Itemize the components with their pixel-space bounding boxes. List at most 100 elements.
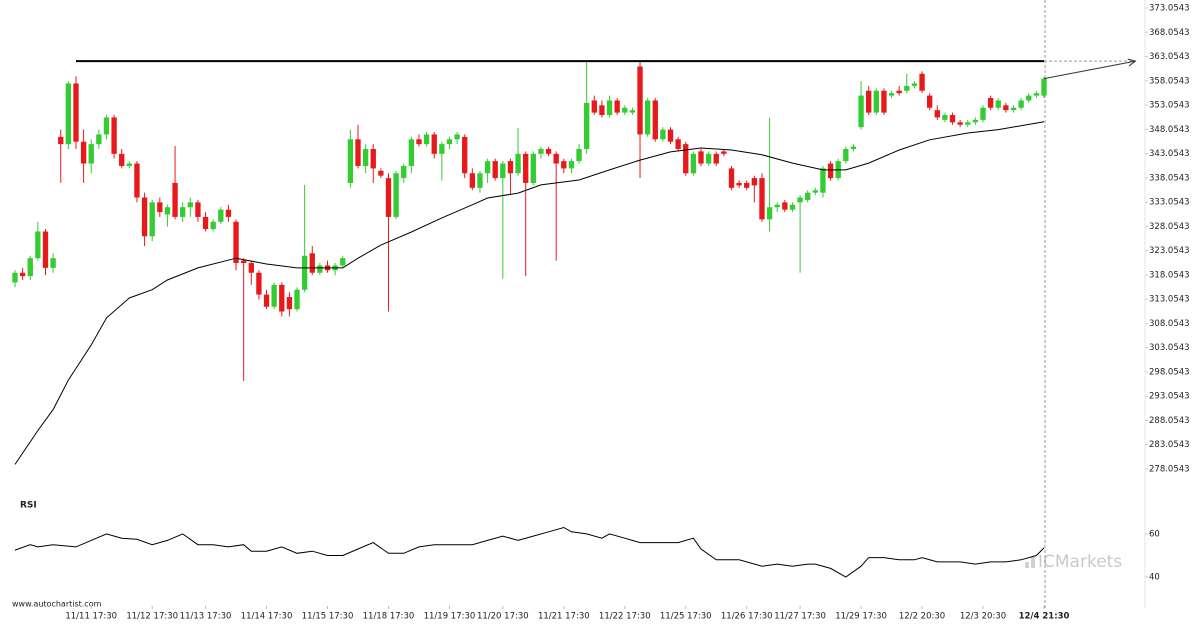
candle-body <box>561 161 567 169</box>
x-tick-label: 11/12 17:30 <box>126 612 178 622</box>
candle-body <box>721 151 727 154</box>
candle-body <box>660 129 666 140</box>
candle-body <box>949 115 956 123</box>
candle-body <box>576 148 582 162</box>
candle-body <box>995 100 1001 108</box>
candle-body <box>728 168 735 188</box>
candle-body <box>568 161 575 169</box>
candle-body <box>301 255 308 290</box>
logo-bar <box>1031 557 1035 568</box>
candle-body <box>385 178 392 217</box>
candle-body <box>599 105 605 116</box>
candle-body <box>446 139 453 145</box>
candle-body <box>507 161 514 174</box>
candle-body <box>42 231 49 268</box>
candle-body <box>340 258 346 266</box>
candle-body <box>530 153 536 183</box>
candle-body <box>416 139 422 145</box>
x-tick-label: 11/29 17:30 <box>835 612 887 622</box>
rsi-label: RSI <box>20 501 37 511</box>
candle-body <box>172 182 178 217</box>
candle-body <box>782 202 788 210</box>
candle-body <box>774 204 780 208</box>
candle-body <box>103 117 110 135</box>
candle-body <box>263 294 270 307</box>
candle-body <box>50 258 56 268</box>
candle-body <box>210 221 216 230</box>
candle-body <box>805 192 811 200</box>
logo-bar <box>1025 562 1029 568</box>
projection-arrowhead <box>1127 58 1137 67</box>
candle-body <box>919 73 925 91</box>
moving-average <box>14 121 1045 465</box>
y-tick-label: 308.0543 <box>1149 319 1190 329</box>
candle-body <box>1003 105 1009 111</box>
y-tick-label: 333.0543 <box>1149 198 1190 208</box>
candle-body <box>942 115 948 120</box>
candle-body <box>80 141 87 164</box>
x-tick-label: 11/14 17:30 <box>241 612 293 622</box>
candle-body <box>667 129 674 142</box>
candle-body <box>279 284 285 312</box>
x-tick-label: 11/25 17:30 <box>660 612 712 622</box>
candle-body <box>553 153 559 164</box>
candle-body <box>606 100 613 116</box>
candle-body <box>347 139 354 183</box>
candle-body <box>286 296 293 310</box>
rsi-line <box>14 526 1045 578</box>
candle-body <box>629 110 636 113</box>
candle-body <box>652 100 658 140</box>
candle-body <box>164 207 171 215</box>
candle-body <box>797 197 803 203</box>
candle-body <box>484 161 491 174</box>
candle-body <box>1018 100 1024 108</box>
candle-body <box>355 139 361 166</box>
candle-body <box>309 253 315 273</box>
candle-body <box>1010 107 1017 111</box>
candle-body <box>408 139 415 166</box>
candle-body <box>111 117 117 154</box>
candle-body <box>987 98 994 108</box>
y-tick-label: 283.0543 <box>1149 440 1190 450</box>
candle-body <box>225 209 232 217</box>
candle-body <box>713 153 719 164</box>
candle-body <box>637 66 643 135</box>
candle-body <box>27 258 33 277</box>
candle-body <box>492 161 498 179</box>
y-tick-label: 318.0543 <box>1149 270 1190 280</box>
candle-body <box>614 100 620 113</box>
candle-body <box>423 134 430 145</box>
candle-body <box>736 182 742 186</box>
candle-body <box>705 153 712 164</box>
y-tick-label: 298.0543 <box>1149 367 1190 377</box>
candle-body <box>583 102 590 149</box>
y-tick-label: 278.0543 <box>1149 465 1190 475</box>
candle-body <box>317 265 323 273</box>
y-tick-label: 303.0543 <box>1149 343 1190 353</box>
y-tick-label: 343.0543 <box>1149 149 1190 159</box>
candle-body <box>820 168 826 193</box>
x-tick-label: 11/27 17:30 <box>774 612 826 622</box>
x-tick-label: 11/13 17:30 <box>180 612 232 622</box>
candle-body <box>1026 95 1032 101</box>
y-tick-label: 363.0543 <box>1149 52 1190 62</box>
candle-body <box>248 263 254 273</box>
candle-body <box>401 165 407 179</box>
candle-body <box>766 207 773 220</box>
candle-body <box>19 272 26 277</box>
candle-body <box>477 173 483 188</box>
candle-body <box>12 272 18 283</box>
candle-body <box>195 202 201 217</box>
candle-body <box>462 136 468 174</box>
x-tick-label: 12/3 20:30 <box>960 612 1006 622</box>
x-tick-label: 12/2 20:30 <box>899 612 945 622</box>
candle-body <box>934 110 940 118</box>
candle-body <box>1041 78 1047 96</box>
candle-body <box>827 163 834 179</box>
y-tick-label: 323.0543 <box>1149 246 1190 256</box>
brand: ICMarkets <box>1038 552 1122 572</box>
candle-body <box>698 151 704 164</box>
candle-body <box>545 148 552 154</box>
candle-body <box>65 83 72 145</box>
x-tick-label: 11/26 17:30 <box>721 612 773 622</box>
